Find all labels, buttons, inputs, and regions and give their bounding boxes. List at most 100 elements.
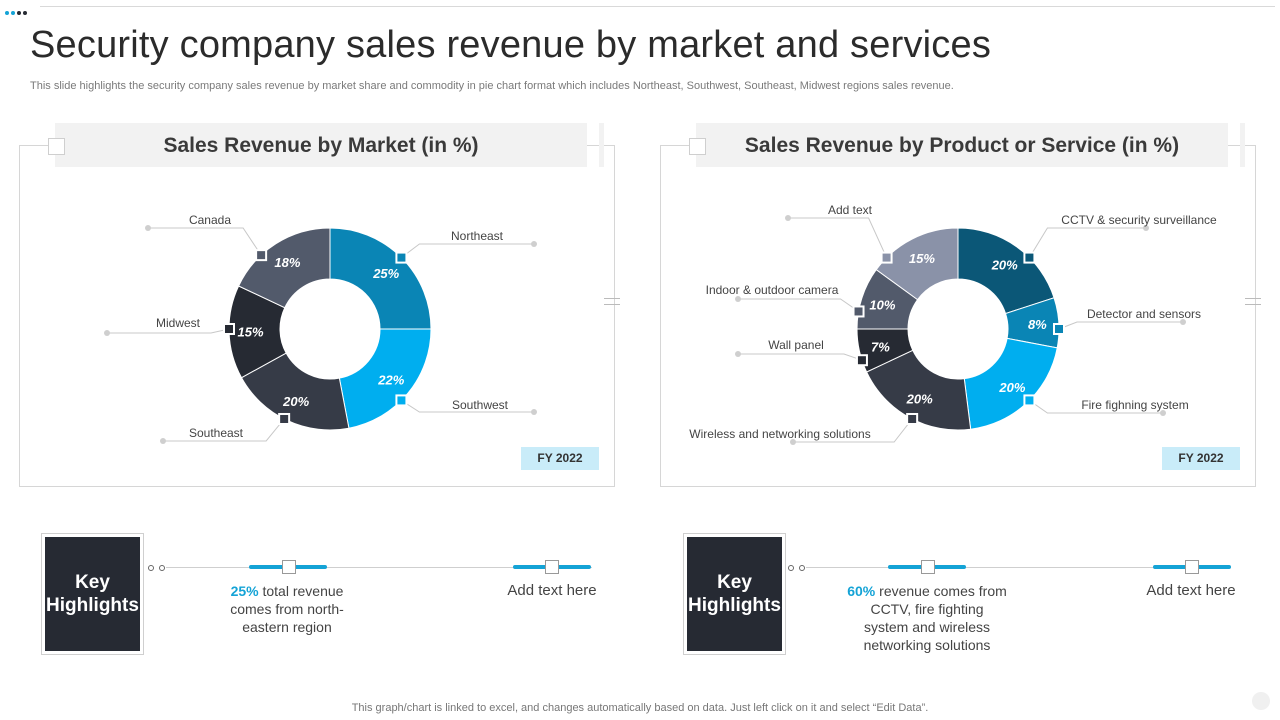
product-header-tail — [1240, 123, 1245, 167]
market-panel — [19, 145, 615, 487]
category-label: Fire fighning system — [1081, 398, 1188, 412]
timeline-dot — [788, 565, 794, 571]
callout-marker — [280, 414, 289, 423]
donut-slice — [865, 349, 972, 431]
callout-marker — [882, 253, 891, 262]
callout-marker — [397, 253, 406, 262]
callout-marker — [854, 307, 863, 316]
page-subtitle: This slide highlights the security compa… — [30, 80, 954, 92]
callout-dot — [145, 225, 151, 231]
product-tick — [1245, 298, 1261, 299]
slice-value-label: 20% — [991, 258, 1018, 273]
callout-marker — [257, 251, 266, 260]
category-label: Wireless and networking solutions — [689, 427, 870, 441]
market-chart-title: Sales Revenue by Market (in %) — [55, 123, 587, 167]
timeline-line — [166, 567, 592, 568]
footer-note: This graph/chart is linked to excel, and… — [351, 702, 929, 714]
callout-dot — [785, 215, 791, 221]
category-label: Northeast — [451, 229, 504, 243]
slice-value-label: 20% — [998, 380, 1025, 395]
donut-slice — [240, 352, 350, 431]
slice-value-label: 22% — [377, 373, 404, 388]
callout-line — [148, 227, 262, 256]
slice-value-label: 18% — [274, 255, 300, 270]
page-title: Security company sales revenue by market… — [30, 24, 992, 66]
market-header-tail — [599, 123, 604, 167]
callout-dot — [735, 296, 741, 302]
highlight-add-text: Add text here — [1146, 582, 1236, 599]
callout-dot — [531, 241, 537, 247]
highlight-text: 25% total revenue comes from north-easte… — [230, 583, 344, 635]
callout-line — [163, 418, 285, 442]
callout-dot — [531, 409, 537, 415]
callout-dot — [104, 330, 110, 336]
category-label: Indoor & outdoor camera — [706, 283, 839, 297]
key-highlights-label: Key Highlights — [45, 537, 140, 651]
category-label: CCTV & security surveillance — [1061, 213, 1217, 227]
key-highlights-label: Key Highlights — [687, 537, 782, 651]
highlight-text: 60% revenue comes from CCTV, fire fighti… — [847, 583, 1007, 653]
callout-dot — [790, 439, 796, 445]
slice-value-label: 8% — [1028, 317, 1047, 332]
timeline-dot — [148, 565, 154, 571]
callout-marker — [397, 396, 406, 405]
callout-line — [1058, 321, 1183, 330]
callout-line — [401, 243, 534, 258]
donut-slice — [875, 227, 959, 301]
slide-dots — [5, 2, 29, 20]
donut-slice — [329, 227, 432, 330]
market-corner-box — [48, 138, 65, 155]
timeline-dot — [799, 565, 805, 571]
product-fy-badge: FY 2022 — [1162, 447, 1240, 470]
callout-marker — [1025, 253, 1034, 262]
callout-line — [793, 418, 913, 443]
corner-circle — [1252, 692, 1270, 710]
product-corner-box — [689, 138, 706, 155]
callout-dot — [1143, 225, 1149, 231]
callout-marker — [908, 414, 917, 423]
product-chart-title: Sales Revenue by Product or Service (in … — [696, 123, 1228, 167]
product-tick — [1245, 304, 1261, 305]
category-label: Add text — [828, 203, 873, 217]
callout-line — [1028, 227, 1146, 258]
donut-slice — [338, 328, 432, 429]
callout-marker — [857, 356, 866, 365]
callout-dot — [1180, 319, 1186, 325]
callout-line — [738, 298, 859, 312]
callout-line — [788, 217, 888, 258]
callout-marker — [1055, 325, 1063, 333]
category-label: Southwest — [452, 398, 509, 412]
timeline-knob — [1185, 560, 1199, 574]
category-label: Midwest — [156, 316, 201, 330]
callout-dot — [1160, 410, 1166, 416]
market-tick — [604, 298, 620, 299]
donut-slice — [957, 227, 1055, 315]
timeline-line — [806, 567, 1231, 568]
slice-value-label: 25% — [372, 266, 399, 281]
callout-marker — [1025, 396, 1034, 405]
callout-marker — [225, 325, 233, 333]
slice-value-label: 10% — [869, 297, 895, 312]
timeline-knob — [921, 560, 935, 574]
slice-value-label: 20% — [282, 394, 309, 409]
category-label: Detector and sensors — [1087, 307, 1201, 321]
slice-value-label: 20% — [906, 392, 933, 407]
market-fy-badge: FY 2022 — [521, 447, 599, 470]
key-highlights-box: Key Highlights — [41, 533, 144, 655]
donut-slice — [963, 337, 1058, 430]
callout-line — [738, 353, 863, 361]
timeline-knob — [282, 560, 296, 574]
slice-value-label: 15% — [238, 324, 264, 339]
highlight-add-text: Add text here — [507, 582, 597, 599]
top-divider — [40, 6, 1275, 7]
timeline-knob — [545, 560, 559, 574]
timeline-dot — [159, 565, 165, 571]
category-label: Wall panel — [768, 338, 824, 352]
callout-dot — [735, 351, 741, 357]
market-tick — [604, 304, 620, 305]
category-label: Southeast — [189, 426, 244, 440]
category-label: Canada — [189, 213, 231, 227]
slice-value-label: 7% — [871, 339, 890, 354]
callout-dot — [160, 438, 166, 444]
